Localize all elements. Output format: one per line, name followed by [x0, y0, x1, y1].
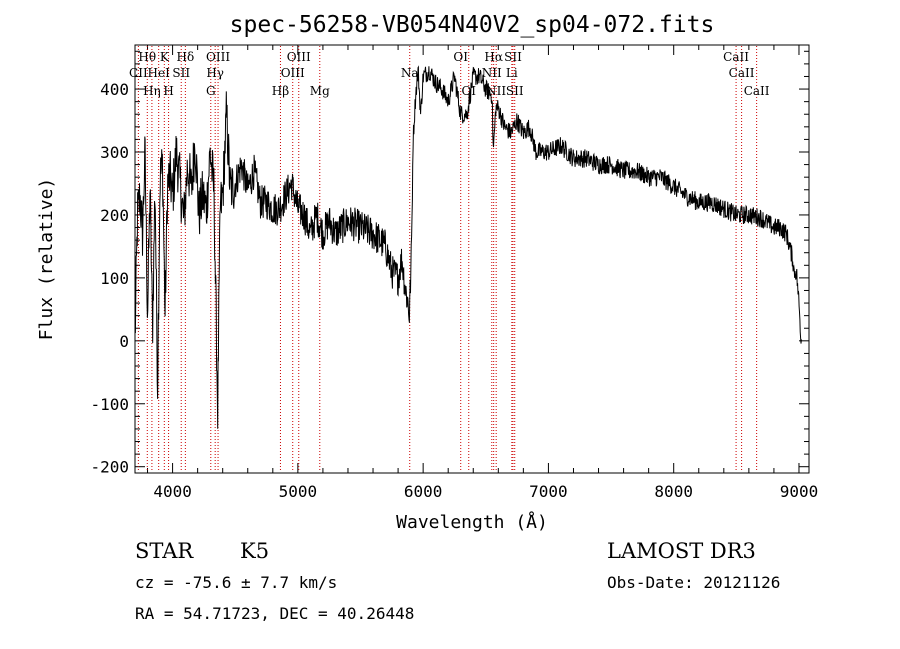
obs-date: Obs-Date: 20121126 — [607, 573, 780, 592]
chart-title: spec-56258-VB054N40V2_sp04-072.fits — [230, 12, 715, 38]
spectral-line-label: Hα — [484, 50, 503, 64]
spectral-line-label: HeI — [148, 66, 171, 80]
spectral-line-label: Hη — [143, 84, 161, 98]
spectral-line-label: NII — [482, 66, 502, 80]
spectral-line-label: G — [206, 84, 216, 98]
coordinates: RA = 54.71723, DEC = 40.26448 — [135, 604, 414, 623]
y-tick-label: 300 — [100, 143, 129, 162]
spectral-line-label: H — [163, 84, 173, 98]
subclass: K5 — [240, 539, 269, 563]
plot-frame — [134, 44, 810, 474]
y-axis-label: Flux (relative) — [36, 178, 57, 341]
spectral-line-label: CaII — [744, 84, 770, 98]
x-axis-label: Wavelength (Å) — [396, 511, 548, 533]
spectral-line-label: OI — [453, 50, 468, 64]
y-tick-label: 0 — [119, 332, 129, 351]
spectral-line-label: Mg — [310, 84, 330, 98]
spectral-line-label: Na — [401, 66, 419, 80]
spectral-line-label: OIII — [281, 66, 305, 80]
spectral-line-label: SII — [172, 66, 190, 80]
x-tick-label: 8000 — [654, 482, 693, 501]
y-tick-label: -200 — [90, 458, 129, 477]
x-tick-label: 4000 — [153, 482, 192, 501]
x-tick-label: 9000 — [780, 482, 819, 501]
spectrum-series-line — [135, 65, 802, 429]
y-tick-label: 400 — [100, 80, 129, 99]
x-tick-label: 7000 — [529, 482, 568, 501]
spectral-line-label: Li — [506, 66, 518, 80]
spectral-line-label: OIII — [206, 50, 230, 64]
spectral-line-label: SII — [506, 84, 524, 98]
y-tick-label: -100 — [90, 395, 129, 414]
survey-name: LAMOST DR3 — [607, 539, 756, 563]
redshift-text: cz = -75.6 ± 7.7 km/s — [135, 573, 337, 592]
spectral-line-label: Hγ — [206, 66, 224, 80]
spectral-line-label: Hβ — [272, 84, 289, 98]
spectral-line-label: Hδ — [177, 50, 195, 64]
x-tick-label: 6000 — [404, 482, 443, 501]
spectral-line-label: Hθ — [138, 50, 156, 64]
object-class: STAR — [135, 539, 194, 563]
spectral-line-label: SII — [504, 50, 522, 64]
y-tick-label: 200 — [100, 206, 129, 225]
spectral-line-label: CII — [129, 66, 148, 80]
spectral-line-label: OIII — [287, 50, 311, 64]
y-tick-label: 100 — [100, 269, 129, 288]
x-tick-label: 5000 — [279, 482, 318, 501]
spectral-line-label: CaII — [729, 66, 755, 80]
spectral-line-label: CaII — [723, 50, 749, 64]
spectral-line-label: K — [160, 50, 170, 64]
